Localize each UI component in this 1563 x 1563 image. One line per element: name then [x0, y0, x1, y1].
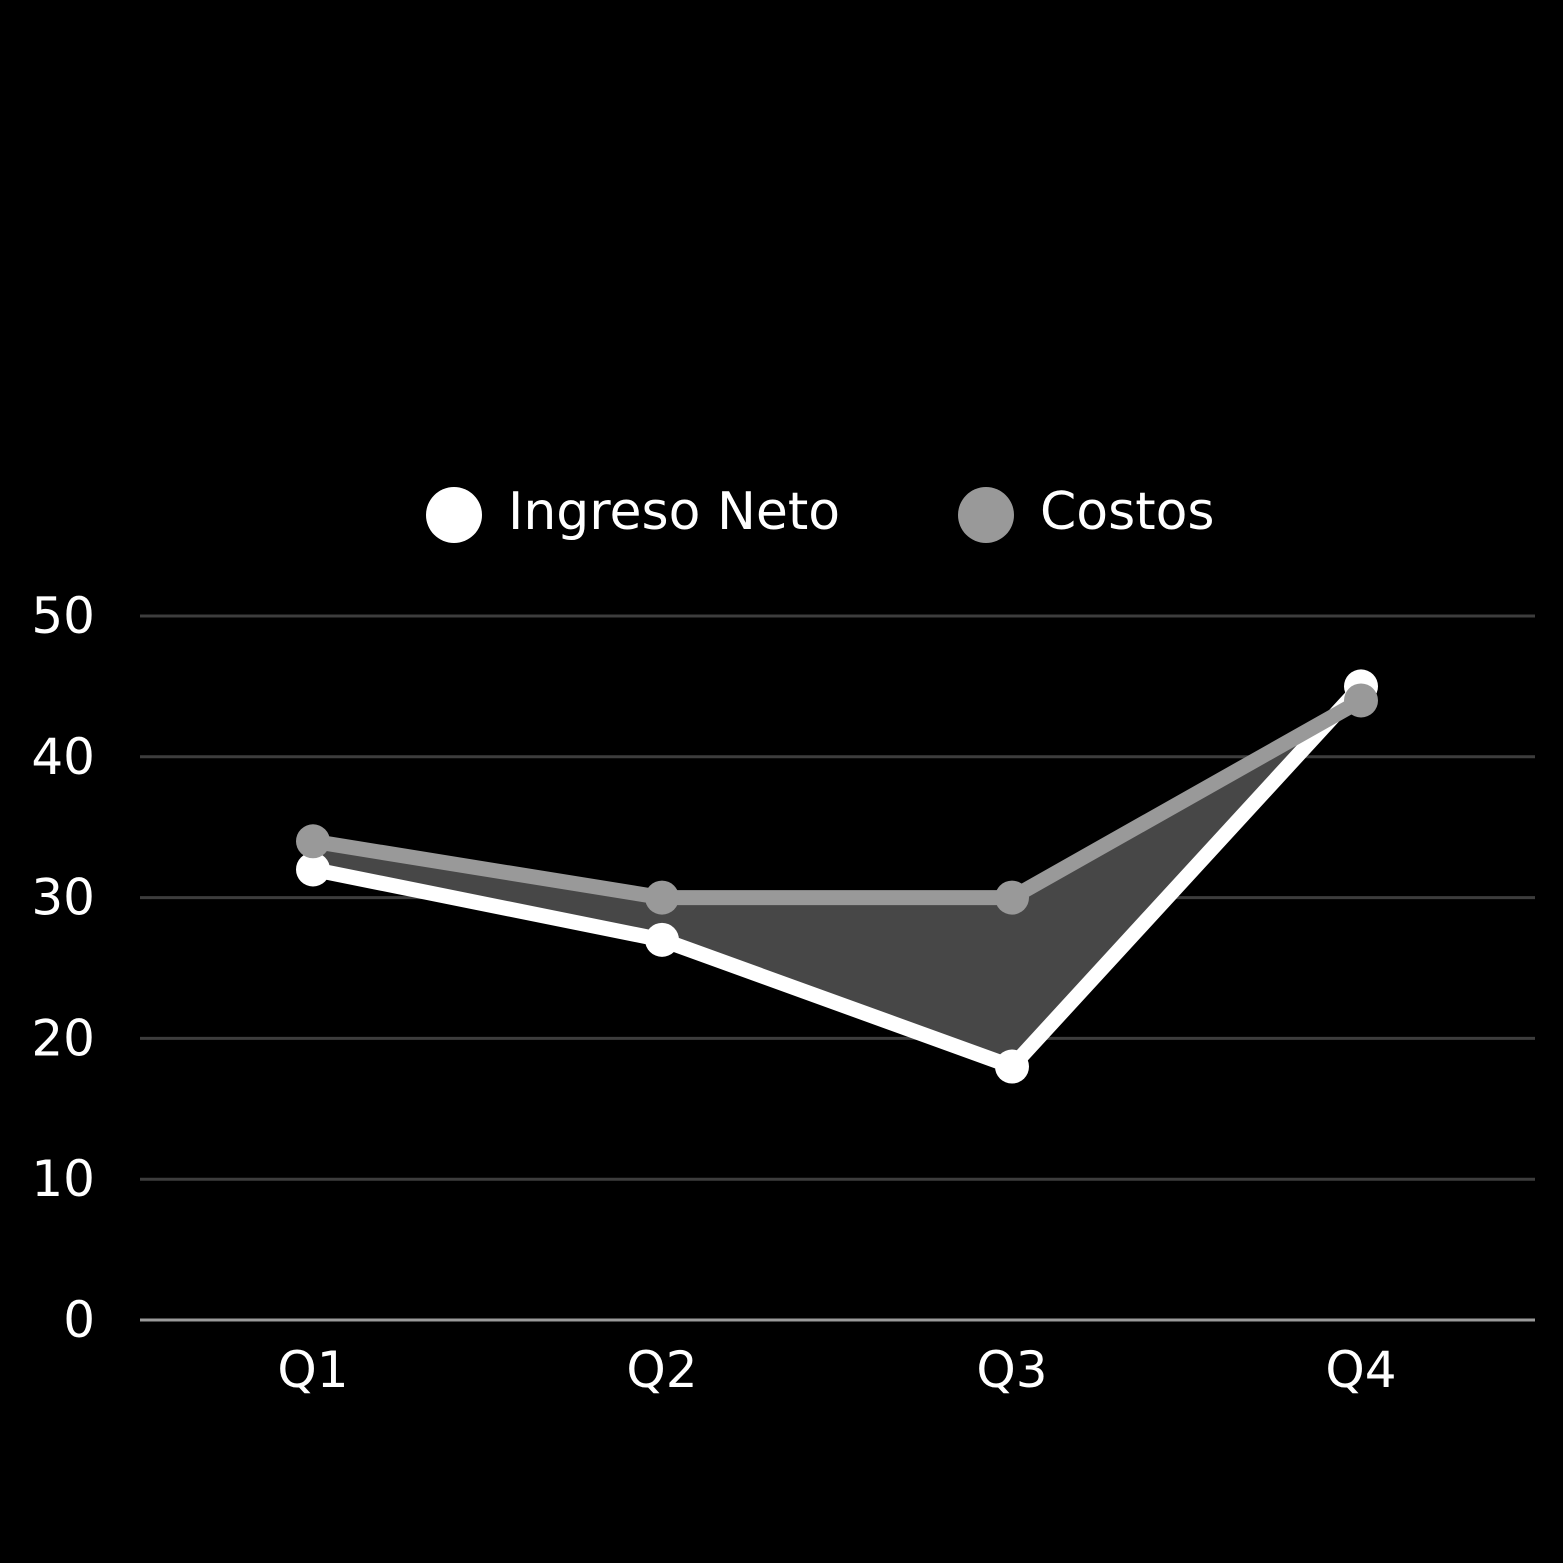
legend-marker-ingreso-neto [426, 487, 482, 543]
y-tick-label-50: 50 [31, 587, 95, 645]
point-costos-q4 [1344, 683, 1378, 718]
y-tick-label-20: 20 [31, 1009, 95, 1067]
point-ingreso-neto-q2 [645, 922, 679, 957]
y-tick-label-0: 0 [63, 1291, 95, 1349]
legend-label-costos: Costos [1040, 482, 1215, 542]
x-axis-ticks: Q1 Q2 Q3 Q4 [277, 1341, 1396, 1399]
y-tick-label-10: 10 [31, 1150, 95, 1208]
series-points [296, 669, 1378, 1084]
legend-item-costos: Costos [958, 482, 1215, 543]
point-ingreso-neto-q3 [995, 1049, 1029, 1084]
gridlines [140, 614, 1535, 1322]
y-axis-ticks: 0 10 20 30 40 50 [31, 587, 95, 1349]
legend-marker-costos [958, 487, 1014, 543]
x-tick-label-q4: Q4 [1325, 1341, 1396, 1399]
series-line-ingreso-neto [305, 678, 1369, 1075]
point-costos-q1 [296, 824, 330, 859]
legend-item-ingreso-neto: Ingreso Neto [426, 482, 840, 543]
x-tick-label-q3: Q3 [976, 1341, 1047, 1399]
y-tick-label-40: 40 [31, 728, 95, 786]
x-tick-label-q2: Q2 [626, 1341, 697, 1399]
series-lines [305, 678, 1369, 1075]
point-costos-q2 [645, 880, 679, 915]
legend-label-ingreso-neto: Ingreso Neto [508, 482, 840, 542]
y-tick-label-30: 30 [31, 869, 95, 927]
point-costos-q3 [995, 880, 1029, 915]
x-tick-label-q1: Q1 [277, 1341, 348, 1399]
series-line-costos [305, 692, 1369, 906]
point-ingreso-neto-q1 [296, 852, 330, 887]
legend: Ingreso Neto Costos [426, 482, 1215, 543]
